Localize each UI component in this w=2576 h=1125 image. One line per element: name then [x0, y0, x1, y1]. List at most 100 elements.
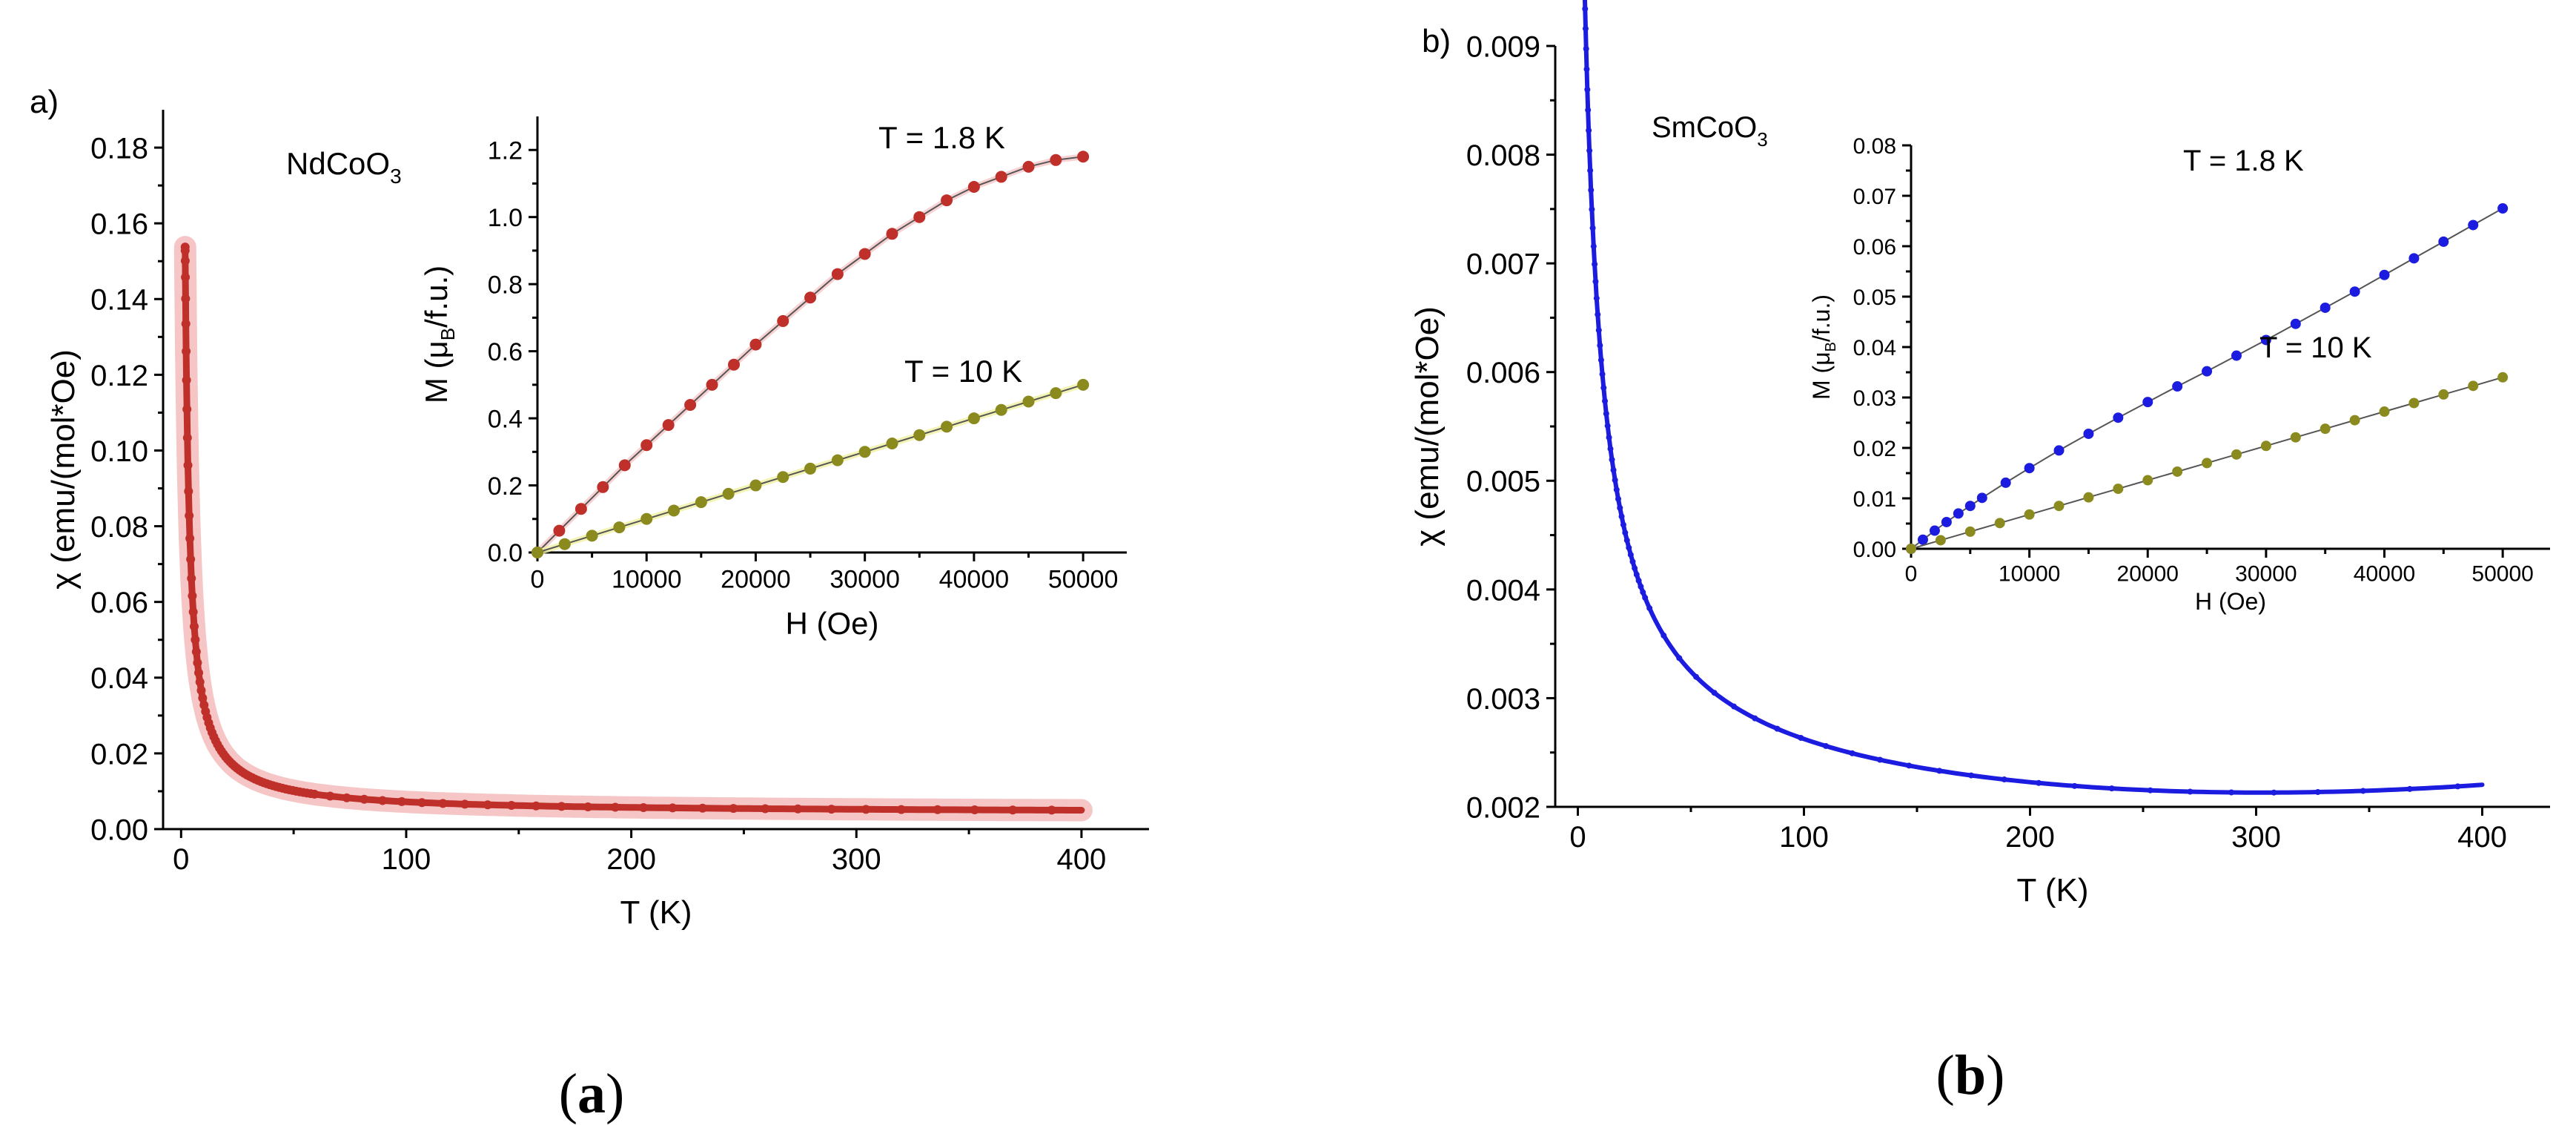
sm-inset-x-tick-label: 10000 [1999, 562, 2060, 587]
sm-main-data-point [1620, 521, 1626, 528]
sm-inset-y-label: M (μB/f.u.) [1808, 294, 1839, 400]
caption-b-letter: b [1955, 1044, 1986, 1106]
nd-main-data-point [483, 800, 492, 810]
nd-main-data-point [342, 793, 351, 802]
sm-main-data-point [2187, 788, 2193, 795]
sm-main-data-point [2271, 789, 2277, 796]
sm-inset-y-tick-label: 0.01 [1853, 487, 1896, 512]
caption-a: (a) [559, 1063, 625, 1125]
nd-inset-y-tick-label: 0.0 [488, 539, 523, 567]
nd-inset-series-point [831, 454, 844, 466]
sm-inset-y-tick-label: 0.02 [1853, 437, 1896, 461]
nd-inset-series-point [532, 547, 543, 558]
nd-inset-y-tick-label: 0.6 [488, 338, 523, 366]
caption-a-close: ) [606, 1063, 624, 1125]
panel-label-a: a) [30, 84, 59, 120]
sm-inset-y-tick-label: 0.06 [1853, 235, 1896, 260]
caption-a-open: ( [559, 1063, 577, 1125]
nd-main-x-tick-label: 400 [1057, 843, 1107, 876]
nd-inset-series-point [722, 487, 735, 500]
sm-main-data-point [1798, 734, 1804, 741]
nd-main-data-point [198, 693, 208, 703]
sm-main-data-point [1877, 756, 1884, 763]
sm-inset-series-point [2497, 203, 2509, 214]
nd-main-data-point [583, 802, 593, 811]
nd-main-data-point [611, 802, 620, 812]
sm-main-data-point [1615, 495, 1622, 502]
nd-main-y-tick-label: 0.16 [90, 208, 148, 241]
chart-ndcoo3-inset-magnetization: 0 10000 20000 30000 40000 50000 0.0 0.2 0.4 0.6 0.… [419, 102, 1142, 641]
sm-main-data-point [1823, 742, 1830, 749]
nd-main-x-label: T (K) [620, 894, 692, 931]
sm-main-data-point [1582, 25, 1589, 32]
sm-main-title-sub: 3 [1757, 128, 1767, 151]
nd-inset-x-tick-label: 40000 [939, 566, 1010, 594]
sm-main-y-tick-label: 0.008 [1466, 139, 1540, 172]
sm-main-data-point [1592, 261, 1598, 268]
nd-inset-y-tick-label: 0.2 [488, 472, 523, 501]
sm-inset-y-tick-label: 0.00 [1853, 538, 1896, 562]
nd-main-data-point [188, 607, 198, 617]
sm-inset-series-point [2497, 372, 2509, 383]
nd-main-data-point [181, 272, 191, 282]
sm-main-data-point [1589, 225, 1596, 231]
nd-main-y-tick-label: 0.18 [90, 132, 148, 165]
nd-main-y-tick-label: 0.08 [90, 511, 148, 544]
sm-inset-y-tick-label: 0.05 [1853, 286, 1896, 310]
nd-main-data-point [187, 573, 196, 583]
nd-main-y-tick-label: 0.10 [90, 435, 148, 468]
sm-main-data-point [1604, 423, 1611, 429]
nd-inset-y-label: M (μB/f.u.) [419, 265, 459, 403]
sm-inset-x-tick-label: 50000 [2471, 562, 2533, 587]
sm-inset-series-point [1917, 534, 1928, 545]
nd-main-data-point [181, 294, 191, 303]
sm-main-data-point [1642, 595, 1649, 601]
sm-main-x-tick-label: 400 [2457, 821, 2507, 854]
sm-main-data-point [1583, 45, 1589, 52]
nd-main-data-point [557, 802, 566, 811]
sm-main-data-point [1607, 446, 1614, 452]
sm-inset-series-point [2408, 253, 2420, 264]
sm-main-data-point [1584, 86, 1591, 93]
sm-inset-series-point [1929, 525, 1940, 536]
sm-main-data-point [1613, 486, 1620, 493]
sm-main-data-point [1590, 243, 1597, 250]
nd-inset-series-point [575, 503, 587, 515]
sm-inset-series-point [2349, 286, 2360, 297]
sm-main-title: SmCoO3 [1652, 111, 1768, 151]
nd-inset-legend-10k: T = 10 K [904, 354, 1022, 389]
sm-inset-series-point [2113, 412, 2124, 423]
sm-main-data-point [1693, 673, 1700, 680]
sm-main-data-point [2036, 779, 2042, 786]
nd-inset-series-point [613, 521, 626, 534]
caption-b-open: ( [1936, 1044, 1955, 1106]
nd-main-data-point [191, 647, 201, 656]
sm-main-data-point [2071, 782, 2078, 789]
sm-main-data-point [1582, 5, 1589, 12]
nd-inset-series-point [967, 412, 980, 425]
nd-main-y-tick-label: 0.14 [90, 284, 148, 317]
sm-main-data-point [1731, 703, 1738, 710]
sm-main-data-point [1592, 278, 1599, 285]
sm-main-y-tick-label: 0.005 [1466, 466, 1540, 498]
sm-main-data-point [1622, 529, 1629, 536]
sm-main-data-point [1600, 384, 1607, 391]
nd-inset-series-point [804, 462, 817, 475]
sm-inset-series-point [2379, 406, 2390, 418]
nd-main-data-point [195, 677, 205, 687]
sm-main-data-point [2406, 785, 2413, 792]
sm-inset-series-point [2142, 397, 2153, 408]
nd-main-data-point [378, 796, 388, 805]
sm-main-data-point [1587, 167, 1594, 174]
sm-inset-series-point [2083, 428, 2094, 439]
sm-inset-series-point [2260, 441, 2271, 452]
sm-main-data-point [1629, 558, 1636, 565]
nd-inset-series-point [1050, 154, 1062, 166]
nd-main-data-point [761, 804, 770, 814]
sm-main-data-point [1633, 571, 1640, 578]
nd-inset-series-point [941, 420, 953, 433]
nd-main-data-point [194, 668, 204, 678]
sm-inset-series-point [2231, 449, 2242, 460]
nd-inset-series-point [1077, 378, 1090, 391]
nd-inset-series-point [886, 228, 898, 240]
